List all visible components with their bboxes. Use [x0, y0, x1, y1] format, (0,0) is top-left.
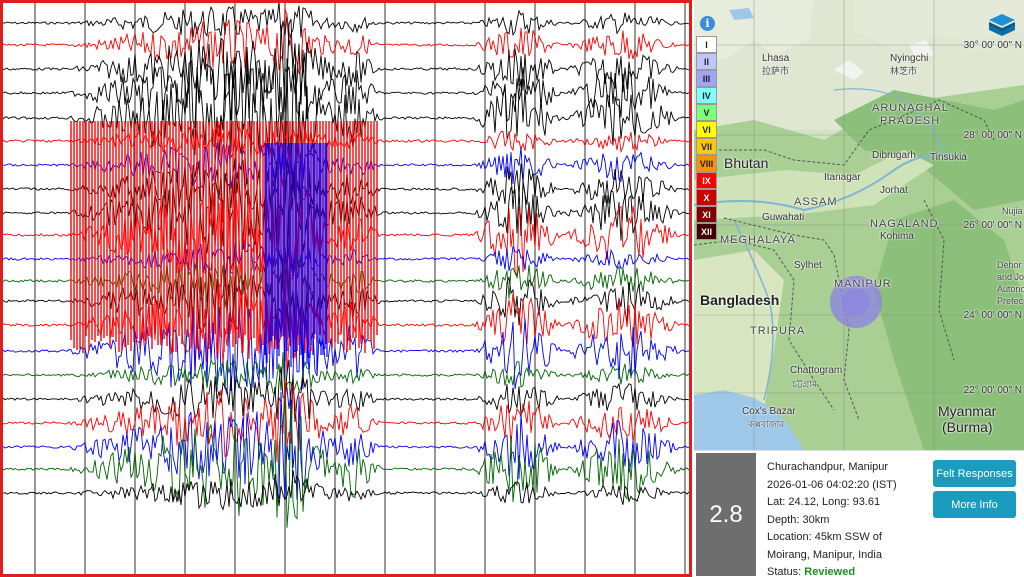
intensity-level-ix: IX	[696, 172, 717, 189]
edge-label-autono: Autono	[997, 284, 1024, 294]
city-label-sylhet: Sylhet	[794, 260, 822, 271]
city-label-chattogram: Chattogram	[790, 365, 843, 376]
city-sub-nyingchi: 林芝市	[890, 66, 918, 76]
lat-label-26: 26° 00' 00" N	[963, 220, 1022, 231]
city-sub-chattogram: চট্টগ্রাম	[792, 379, 817, 389]
layers-icon[interactable]	[987, 12, 1017, 40]
intensity-level-vii: VII	[696, 138, 717, 155]
city-sub-lhasa: 拉萨市	[762, 66, 790, 76]
seismic-trace	[3, 352, 689, 400]
state-label-tripura: TRIPURA	[750, 325, 806, 337]
state-label-pradesh: PRADESH	[880, 115, 941, 127]
state-label-manipur: MANIPUR	[834, 278, 892, 290]
event-latlong: Lat: 24.12, Long: 93.61	[767, 496, 881, 508]
intensity-level-xii: XII	[696, 223, 717, 240]
event-depth: Depth: 30km	[767, 513, 830, 526]
state-label-meghalaya: MEGHALAYA	[720, 234, 796, 246]
more-info-button[interactable]: More Info	[933, 491, 1016, 518]
lat-label-28: 28° 00' 00" N	[963, 130, 1022, 141]
city-label-guwahati: Guwahati	[762, 212, 805, 223]
city-label-dibrugarh: Dibrugarh	[872, 150, 916, 161]
seismic-trace	[3, 3, 689, 46]
city-sub-coxs-bazar: কক্সবাজার	[748, 419, 785, 429]
seismogram-traces	[3, 3, 689, 574]
seismic-trace	[3, 58, 689, 185]
seismic-trace	[3, 395, 689, 528]
edge-label-andjo: and Jo	[997, 272, 1024, 282]
edge-label-nujia: Nujia	[1002, 206, 1023, 216]
event-info-panel: 2.8 Churachandpur, Manipur 2026-01-06 04…	[694, 450, 1024, 577]
country-label-burma: (Burma)	[942, 419, 993, 435]
city-label-jorhat: Jorhat	[880, 185, 908, 196]
map-canvas	[694, 0, 1024, 450]
city-label-nyingchi: Nyingchi	[890, 53, 929, 64]
seismic-trace	[3, 288, 689, 409]
seismic-trace	[3, 124, 689, 160]
info-icon[interactable]: i	[700, 16, 715, 31]
edge-label-prefec: Prefec	[997, 296, 1024, 306]
event-datetime: 2026-01-06 04:02:20 (IST)	[767, 478, 897, 491]
state-label-assam: ASSAM	[794, 196, 838, 208]
intensity-level-xi: XI	[696, 206, 717, 223]
seismic-trace	[3, 391, 689, 501]
intensity-scale-legend: I II III IV V VI VII VIII IX X XI XII	[696, 36, 717, 240]
seismic-trace	[3, 241, 689, 281]
felt-responses-button[interactable]: Felt Responses	[933, 460, 1016, 487]
intensity-level-viii: VIII	[696, 155, 717, 172]
intensity-level-x: X	[696, 189, 717, 206]
intensity-level-iv: IV	[696, 87, 717, 104]
magnitude-box: 2.8	[696, 453, 756, 576]
city-label-tinsukia: Tinsukia	[930, 152, 967, 163]
seismic-trace	[3, 18, 689, 113]
city-label-kohima: Kohima	[880, 231, 914, 242]
intensity-level-i: I	[696, 36, 717, 53]
intensity-level-ii: II	[696, 53, 717, 70]
status-label: Status:	[767, 566, 805, 577]
event-details: Churachandpur, Manipur 2026-01-06 04:02:…	[767, 459, 927, 577]
event-status: Status: Reviewed	[767, 564, 927, 577]
event-place: Churachandpur, Manipur	[767, 461, 889, 473]
seismic-trace	[3, 470, 689, 511]
seismic-trace	[3, 377, 689, 463]
city-label-itanagar: Itanagar	[824, 172, 861, 183]
lat-label-22: 22° 00' 00" N	[963, 385, 1022, 396]
intensity-level-iii: III	[696, 70, 717, 87]
intensity-level-vi: VI	[696, 121, 717, 138]
seismogram-panel	[0, 0, 692, 577]
city-label-coxs-bazar: Cox's Bazar	[742, 406, 796, 417]
event-location-2: Moirang, Manipur, India	[767, 548, 882, 561]
intensity-level-v: V	[696, 104, 717, 121]
status-value: Reviewed	[804, 566, 856, 577]
country-label-myanmar: Myanmar	[938, 403, 997, 419]
map-view[interactable]: 30° 00' 00" N 28° 00' 00" N 26° 00' 00" …	[694, 0, 1024, 450]
event-location-1: Location: 45km SSW of	[767, 531, 882, 543]
seismic-trace	[3, 43, 689, 138]
state-label-arunachal: ARUNACHAL	[872, 102, 949, 114]
edge-label-dehor: Dehor	[997, 260, 1022, 270]
state-label-nagaland: NAGALAND	[870, 218, 939, 230]
seismic-trace	[3, 282, 689, 376]
lat-label-24: 24° 00' 00" N	[963, 310, 1022, 321]
country-label-bangladesh: Bangladesh	[700, 292, 780, 308]
country-label-bhutan: Bhutan	[724, 155, 769, 171]
lat-label-30: 30° 00' 00" N	[963, 40, 1022, 51]
saturated-trace-blue	[264, 143, 328, 372]
seismic-trace	[3, 173, 689, 311]
city-label-lhasa: Lhasa	[762, 53, 790, 64]
seismic-trace	[3, 359, 689, 423]
seismic-trace	[3, 8, 689, 74]
